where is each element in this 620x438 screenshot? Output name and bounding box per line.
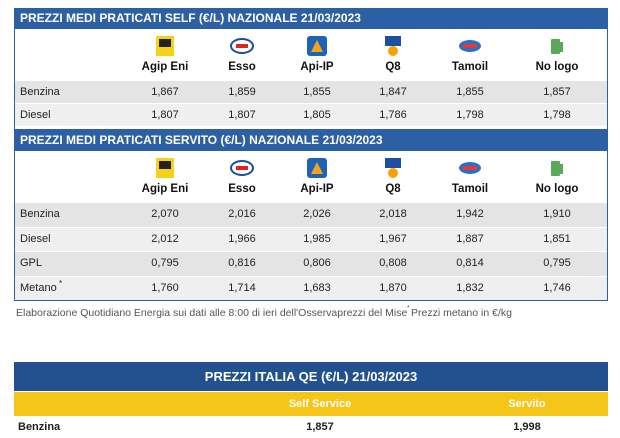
price: 1,942	[456, 208, 484, 220]
row-label: Benzina	[20, 208, 60, 220]
price: 1,857	[543, 86, 571, 98]
brand-name: Esso	[228, 61, 256, 73]
brand-name: Tamoil	[451, 183, 489, 195]
price: 2,026	[303, 208, 331, 220]
price: 0,808	[379, 257, 407, 269]
italia-header: PREZZI ITALIA QE (€/L) 21/03/2023	[14, 362, 608, 391]
row-bg	[15, 276, 607, 300]
brand-name: Agip Eni	[141, 61, 189, 73]
price: 1,855	[303, 86, 331, 98]
brand-logo	[459, 162, 481, 174]
row-bg	[15, 227, 607, 251]
price: 1,857	[306, 421, 334, 433]
price: 0,816	[228, 257, 256, 269]
price: 1,870	[379, 281, 407, 294]
brand-logo	[307, 36, 327, 56]
brand-logo	[385, 158, 401, 178]
brand-name: Agip Eni	[141, 183, 189, 195]
note-mark: *	[59, 278, 63, 288]
brand-logo	[307, 158, 327, 178]
brand-name: No logo	[535, 183, 579, 195]
price: 0,814	[456, 257, 484, 269]
row-bg	[15, 104, 607, 126]
price: 1,760	[151, 281, 179, 294]
footnote-note: Prezzi metano in €/kg	[411, 307, 512, 319]
brand-name: Api-IP	[300, 183, 334, 195]
brand-name: Q8	[385, 183, 401, 195]
brand-logo	[459, 40, 481, 52]
price: 1,798	[456, 109, 484, 121]
brand-logo	[156, 158, 174, 178]
column-header: Servito	[508, 398, 546, 410]
row-label: Diesel	[20, 232, 51, 245]
price: 1,847	[379, 86, 407, 98]
price: 1,832	[456, 281, 484, 294]
brand-logo	[230, 160, 254, 176]
row-label: Diesel	[20, 109, 51, 121]
row-label: Benzina	[20, 86, 60, 98]
price: 1,855	[456, 86, 484, 98]
price: 1,807	[228, 109, 256, 121]
price: 1,967	[379, 232, 407, 245]
row-bg	[15, 81, 607, 103]
brand-logo	[551, 161, 563, 176]
brand-logo	[156, 36, 174, 56]
price: 1,683	[303, 281, 331, 294]
row-bg	[15, 203, 607, 227]
price: 1,851	[543, 232, 571, 245]
table-header: PREZZI MEDI PRATICATI SELF (€/L) NAZIONA…	[14, 8, 608, 29]
italia-subheader-bg	[14, 392, 608, 416]
price: 1,859	[228, 86, 256, 98]
brand-name: Tamoil	[451, 61, 489, 73]
price: 1,985	[303, 232, 331, 245]
price: 2,012	[151, 232, 179, 245]
brand-name: Esso	[228, 183, 256, 195]
price: 1,867	[151, 86, 179, 98]
price: 1,714	[228, 281, 256, 294]
price: 1,746	[543, 281, 571, 294]
brand-name: Q8	[385, 61, 401, 73]
footnote-mark: *	[407, 305, 410, 312]
table-header: PREZZI MEDI PRATICATI SERVITO (€/L) NAZI…	[14, 130, 608, 151]
price: 1,786	[379, 109, 407, 121]
price: 2,016	[228, 208, 256, 220]
row-bg	[15, 252, 607, 276]
brand-name: Api-IP	[300, 61, 334, 73]
row-label: Metano	[20, 281, 57, 294]
price: 1,805	[303, 109, 331, 121]
brand-logo	[385, 36, 401, 56]
price: 0,795	[151, 257, 179, 269]
price: 0,795	[543, 257, 571, 269]
price: 1,966	[228, 232, 256, 245]
price: 1,910	[543, 208, 571, 220]
column-header: Self Service	[288, 398, 352, 410]
row-label: Benzina	[18, 421, 61, 433]
price: 1,998	[513, 421, 541, 433]
brand-logo	[551, 39, 563, 54]
footnote: Elaborazione Quotidiano Energia sui dati…	[16, 307, 408, 319]
price: 2,018	[379, 208, 407, 220]
price: 1,887	[456, 232, 484, 245]
row-label: GPL	[20, 257, 43, 269]
brand-name: No logo	[535, 61, 579, 73]
brand-logo	[230, 38, 254, 54]
price: 2,070	[151, 208, 179, 220]
price: 1,807	[151, 109, 179, 121]
price: 0,806	[303, 257, 331, 269]
price: 1,798	[543, 109, 571, 121]
